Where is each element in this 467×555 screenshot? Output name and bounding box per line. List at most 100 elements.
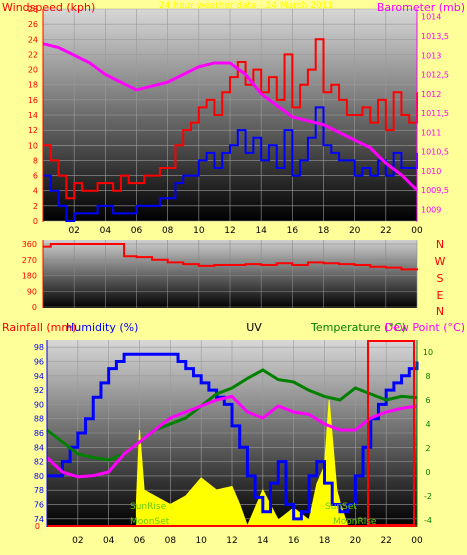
dew-point-series xyxy=(45,394,418,479)
barometer-y-tick-label: 1009 xyxy=(421,205,441,214)
barometer-y-tick-label: 1009,5 xyxy=(421,186,449,195)
wind-x-tick-label: 12 xyxy=(224,226,235,236)
uv-series xyxy=(135,399,349,528)
temp-x-tick-label: 18 xyxy=(319,536,331,546)
temp-x-tick-label: 00 xyxy=(411,536,423,546)
dew-point-axis-label: Dew Point (°C) xyxy=(385,321,465,334)
average-wind-series xyxy=(43,106,418,222)
uv-axis-label: UV xyxy=(246,321,262,334)
humidity-y-tick-label: 94 xyxy=(34,372,44,381)
sunset-label: SunSet xyxy=(325,502,357,512)
compass-e: E xyxy=(437,289,444,302)
barometer-y-tick-label: 1013 xyxy=(421,51,441,60)
wind-y-tick-label: 18 xyxy=(28,81,38,90)
temperature-y-tick-label: 6 xyxy=(425,396,430,405)
temp-x-tick-label: 12 xyxy=(226,536,237,546)
humidity-y-ticks: 74 76 78 80 82 84 86 88 90 92 94 96 98 xyxy=(34,343,44,524)
wind-x-tick-label: 02 xyxy=(68,226,79,236)
direction-y-ticks: 0 90 180 270 360 xyxy=(22,240,37,312)
chart-title: 24 hour weather data - 24 March 2011 xyxy=(159,1,333,11)
temp-x-tick-label: 20 xyxy=(350,536,362,546)
compass-labels: N W S E N xyxy=(435,238,446,318)
humidity-line xyxy=(47,352,419,521)
wind-x-ticks: 02 04 06 08 10 12 14 16 18 20 22 00 xyxy=(68,226,423,236)
wind-y-tick-label: 12 xyxy=(28,126,38,135)
direction-y-tick-label: 90 xyxy=(27,287,37,296)
moonset-label: MoonSet xyxy=(130,517,170,527)
wind-y-tick-label: 20 xyxy=(28,66,38,75)
wind-y-tick-label: 22 xyxy=(28,50,38,59)
humidity-axis-label: Humidity (%) xyxy=(66,321,138,334)
rainfall-axis-label: Rainfall (mm) xyxy=(2,321,76,334)
compass-n-bottom: N xyxy=(436,305,444,318)
barometer-y-tick-label: 1010,5 xyxy=(421,148,449,157)
barometer-y-tick-label: 1013,5 xyxy=(421,32,449,41)
humidity-y-tick-label: 98 xyxy=(34,343,44,352)
humidity-y-tick-label: 76 xyxy=(34,501,44,510)
average-wind-line xyxy=(43,106,418,222)
temperature-y-tick-label: 8 xyxy=(425,372,430,381)
humidity-y-tick-label: 78 xyxy=(34,486,44,495)
direction-line xyxy=(43,243,418,271)
humidity-y-tick-label: 86 xyxy=(34,429,44,438)
direction-y-tick-label: 270 xyxy=(22,256,37,265)
temperature-y-tick-label: -4 xyxy=(424,516,432,525)
wind-x-tick-label: 18 xyxy=(318,226,330,236)
barometer-y-tick-label: 1010 xyxy=(421,167,441,176)
wind-axis-label: Windspeed (kph) xyxy=(2,1,95,14)
temperature-y-tick-label: 10 xyxy=(423,348,433,357)
temp-x-tick-label: 14 xyxy=(257,536,269,546)
wind-y-tick-label: 8 xyxy=(33,156,38,165)
barometer-y-tick-label: 1011 xyxy=(421,128,441,137)
compass-s: S xyxy=(437,272,444,285)
barometer-axis-label: Barometer (mb) xyxy=(377,1,465,14)
barometer-series xyxy=(42,42,419,192)
temp-x-tick-label: 10 xyxy=(195,536,207,546)
wind-x-tick-label: 08 xyxy=(162,226,174,236)
humidity-y-tick-label: 92 xyxy=(34,386,44,395)
humidity-y-tick-label: 84 xyxy=(34,443,44,452)
humidity-y-tick-label: 96 xyxy=(34,357,44,366)
rainfall-y-ticks: 0 xyxy=(35,522,40,531)
humidity-y-tick-label: 90 xyxy=(34,400,44,409)
humidity-y-tick-label: 74 xyxy=(34,515,44,524)
temp-x-tick-label: 06 xyxy=(134,536,146,546)
wind-x-tick-label: 00 xyxy=(411,226,423,236)
wind-x-tick-label: 10 xyxy=(193,226,205,236)
wind-x-tick-label: 06 xyxy=(131,226,143,236)
temperature-line xyxy=(46,368,418,462)
wind-y-tick-label: 6 xyxy=(33,172,38,181)
wind-y-tick-label: 0 xyxy=(33,217,38,226)
temp-x-tick-label: 16 xyxy=(288,536,300,546)
direction-series xyxy=(43,243,418,271)
temp-x-tick-label: 04 xyxy=(103,536,115,546)
compass-w: W xyxy=(435,255,446,268)
uv-area xyxy=(135,399,349,528)
humidity-y-tick-label: 88 xyxy=(34,415,44,424)
wind-x-tick-label: 14 xyxy=(255,226,267,236)
wind-x-tick-label: 04 xyxy=(100,226,112,236)
direction-y-tick-label: 180 xyxy=(22,272,37,281)
barometer-y-tick-label: 1014 xyxy=(421,13,441,22)
barometer-y-tick-label: 1012,5 xyxy=(421,71,449,80)
temperature-y-tick-label: -2 xyxy=(424,492,432,501)
direction-y-tick-label: 360 xyxy=(22,240,37,249)
wind-y-tick-label: 26 xyxy=(28,20,38,29)
temp-x-tick-label: 02 xyxy=(72,536,83,546)
dew-point-line xyxy=(45,394,418,479)
temperature-y-tick-label: 4 xyxy=(425,420,430,429)
compass-n-top: N xyxy=(436,238,444,251)
humidity-series xyxy=(47,352,419,521)
wind-y-tick-label: 14 xyxy=(28,111,38,120)
rainfall-y-tick-label: 0 xyxy=(35,522,40,531)
current-period-box xyxy=(367,340,415,526)
direction-grid xyxy=(43,240,418,308)
humidity-y-tick-label: 80 xyxy=(34,472,44,481)
direction-y-tick-label: 0 xyxy=(32,303,37,312)
humidity-y-tick-label: 82 xyxy=(34,458,44,467)
barometer-y-tick-label: 1011,5 xyxy=(421,109,449,118)
temp-x-tick-label: 22 xyxy=(380,536,391,546)
